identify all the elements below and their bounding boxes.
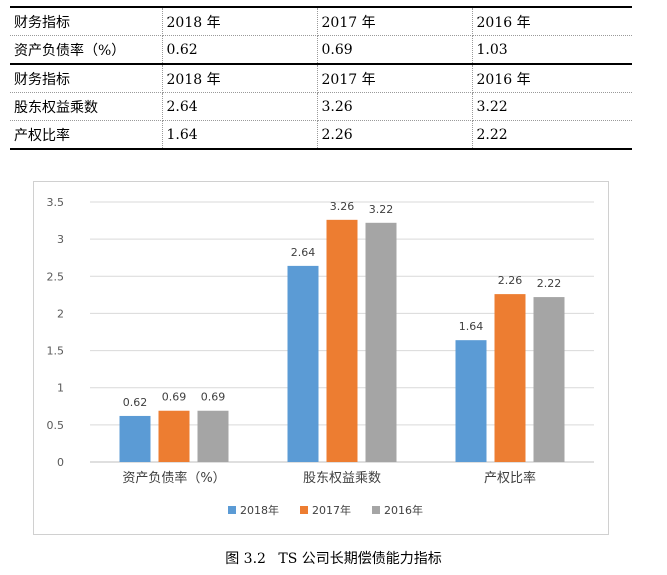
table-row: 股东权益乘数 2.64 3.26 3.22 [10, 92, 632, 121]
y-tick-label: 2 [57, 307, 64, 320]
y-tick-label: 0.5 [47, 419, 65, 432]
data-label: 3.26 [330, 200, 355, 213]
bar-chart: 0 0.5 1 1.5 2 2.5 3 3.5 0.62 0.69 0.69 资产负债率（%） 2.64… [33, 181, 609, 535]
chart-canvas: 0 0.5 1 1.5 2 2.5 3 3.5 0.62 0.69 0.69 资产负债率（%） 2.64… [47, 196, 594, 517]
table-cell: 3.26 [317, 92, 473, 121]
table-cell: 2017 年 [317, 6, 473, 36]
legend-label: 2016年 [384, 503, 423, 517]
table-cell: 2018 年 [162, 63, 318, 93]
y-tick-label: 3 [57, 233, 64, 246]
data-label: 3.22 [369, 203, 394, 216]
x-tick-label: 产权比率 [484, 470, 536, 486]
y-tick-label: 3.5 [47, 196, 65, 209]
data-label: 2.64 [291, 246, 316, 259]
legend-label: 2018年 [240, 503, 279, 517]
y-tick-label: 2.5 [47, 270, 65, 283]
financial-indicator-table: 财务指标 2018 年 2017 年 2016 年 资产负债率（%） 0.62 … [10, 6, 632, 150]
bar [197, 410, 229, 462]
table-cell: 2.22 [472, 120, 632, 150]
figure-title: TS 公司长期偿债能力指标 [278, 551, 442, 567]
table-cell: 0.69 [317, 35, 473, 65]
bar [119, 415, 151, 462]
data-label: 0.69 [162, 391, 187, 404]
table-cell: 3.22 [472, 92, 632, 121]
table-cell: 2.26 [317, 120, 473, 150]
table-row: 财务指标 2018 年 2017 年 2016 年 [10, 6, 632, 36]
bar [494, 294, 526, 462]
table-cell: 2.64 [162, 92, 318, 121]
bar [455, 340, 487, 462]
bar [287, 265, 319, 462]
x-tick-label: 资产负债率（%） [122, 470, 225, 486]
table-cell: 资产负债率（%） [10, 35, 163, 65]
data-label: 0.62 [123, 396, 148, 409]
data-label: 2.22 [537, 277, 562, 290]
figure-caption: 图 3.2 TS 公司长期偿债能力指标 [0, 548, 667, 568]
bar [158, 410, 190, 462]
figure-label: 图 3.2 [225, 551, 266, 567]
bar [533, 297, 565, 462]
data-label: 0.69 [201, 391, 226, 404]
table-cell: 财务指标 [10, 63, 163, 93]
table-cell: 股东权益乘数 [10, 92, 163, 121]
table-cell: 1.03 [472, 35, 632, 65]
table-row: 资产负债率（%） 0.62 0.69 1.03 [10, 35, 632, 65]
legend-swatch [228, 506, 236, 514]
y-tick-label: 1 [57, 382, 64, 395]
data-label: 2.26 [498, 274, 523, 287]
legend-swatch [300, 506, 308, 514]
table-cell: 2016 年 [472, 63, 632, 93]
table-row: 产权比率 1.64 2.26 2.22 [10, 120, 632, 150]
legend-label: 2017年 [312, 503, 351, 517]
table-cell: 2018 年 [162, 6, 318, 36]
table-cell: 产权比率 [10, 120, 163, 150]
bar [365, 222, 397, 462]
data-label: 1.64 [459, 320, 484, 333]
table-cell: 1.64 [162, 120, 318, 150]
legend-swatch [372, 506, 380, 514]
y-tick-label: 1.5 [47, 345, 65, 358]
table-cell: 2016 年 [472, 6, 632, 36]
x-tick-label: 股东权益乘数 [303, 470, 381, 486]
bar [326, 219, 358, 462]
table-cell: 0.62 [162, 35, 318, 65]
table-row: 财务指标 2018 年 2017 年 2016 年 [10, 63, 632, 93]
table-cell: 财务指标 [10, 6, 163, 36]
y-tick-label: 0 [57, 456, 64, 469]
table-cell: 2017 年 [317, 63, 473, 93]
